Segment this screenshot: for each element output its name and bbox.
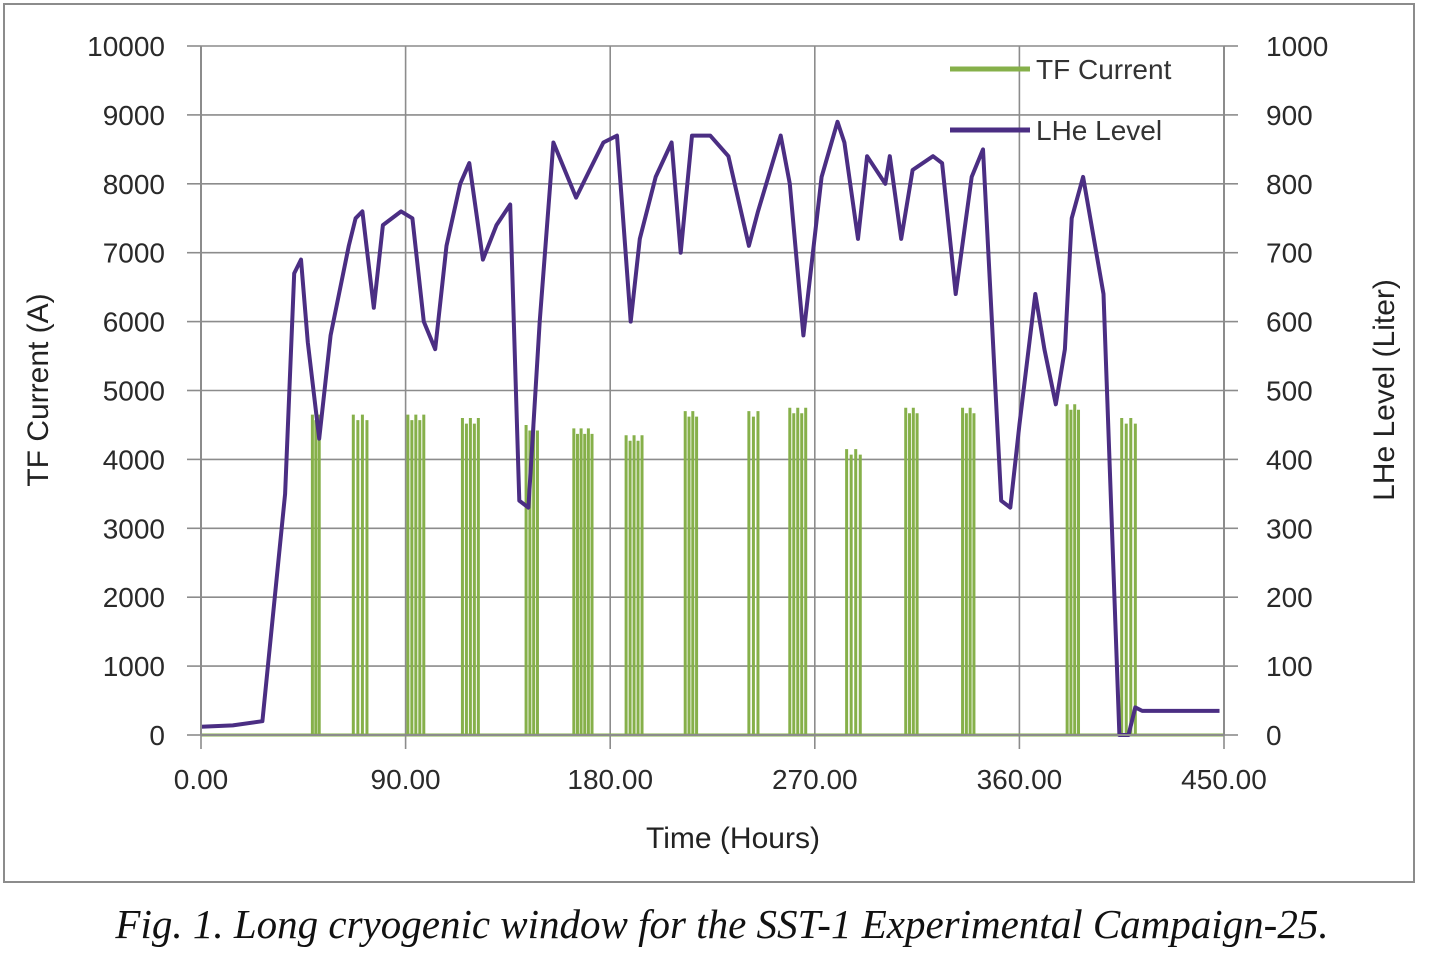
- x-axis-title: Time (Hours): [646, 822, 820, 855]
- y-tick-label: 0: [149, 720, 165, 751]
- y-tick-label: 7000: [103, 238, 165, 269]
- y-tick-label: 2000: [103, 582, 165, 613]
- legend-label-tf-current: TF Current: [1036, 54, 1172, 85]
- y2-tick-label: 800: [1266, 169, 1313, 200]
- y2-tick-label: 600: [1266, 307, 1313, 338]
- axes: [187, 45, 1238, 749]
- lhe-level-line: [200, 119, 1220, 737]
- y-tick-label: 1000: [103, 651, 165, 682]
- legend-label-lhe-level: LHe Level: [1036, 115, 1162, 146]
- y2-axis-title: LHe Level (Liter): [1368, 279, 1401, 501]
- y2-tick-label: 900: [1266, 100, 1313, 131]
- figure-caption: Fig. 1. Long cryogenic window for the SS…: [115, 901, 1329, 947]
- y-tick-label: 10000: [87, 31, 165, 62]
- y-tick-label: 5000: [103, 376, 165, 407]
- lhe-level-series: [200, 119, 1220, 737]
- y2-tick-label: 700: [1266, 238, 1313, 269]
- y-tick-label: 6000: [103, 307, 165, 338]
- y2-tick-label: 400: [1266, 444, 1313, 475]
- x-tick-label: 180.00: [567, 764, 653, 795]
- legend: TF Current LHe Level: [950, 54, 1172, 146]
- y-tick-label: 9000: [103, 100, 165, 131]
- tf-current-series: [201, 404, 1224, 737]
- y2-tick-label: 200: [1266, 582, 1313, 613]
- y-tick-label: 3000: [103, 513, 165, 544]
- x-tick-label: 270.00: [772, 764, 858, 795]
- y2-tick-label: 0: [1266, 720, 1282, 751]
- y2-tick-label: 1000: [1266, 31, 1328, 62]
- y2-tick-label: 300: [1266, 513, 1313, 544]
- x-tick-label: 0.00: [174, 764, 229, 795]
- y2-tick-label: 100: [1266, 651, 1313, 682]
- tick-labels: 0 0 1000 100 2000 200 3000 300 4000 400 5000 500 600…: [87, 31, 1328, 795]
- y-axis-title: TF Current (A): [22, 293, 55, 486]
- x-tick-label: 450.00: [1181, 764, 1267, 795]
- chart: 0 0 1000 100 2000 200 3000 300 4000 400 5000 500 600…: [22, 31, 1401, 855]
- x-tick-label: 90.00: [371, 764, 441, 795]
- y-tick-label: 8000: [103, 169, 165, 200]
- x-tick-label: 360.00: [977, 764, 1063, 795]
- y-tick-label: 4000: [103, 444, 165, 475]
- y2-tick-label: 500: [1266, 376, 1313, 407]
